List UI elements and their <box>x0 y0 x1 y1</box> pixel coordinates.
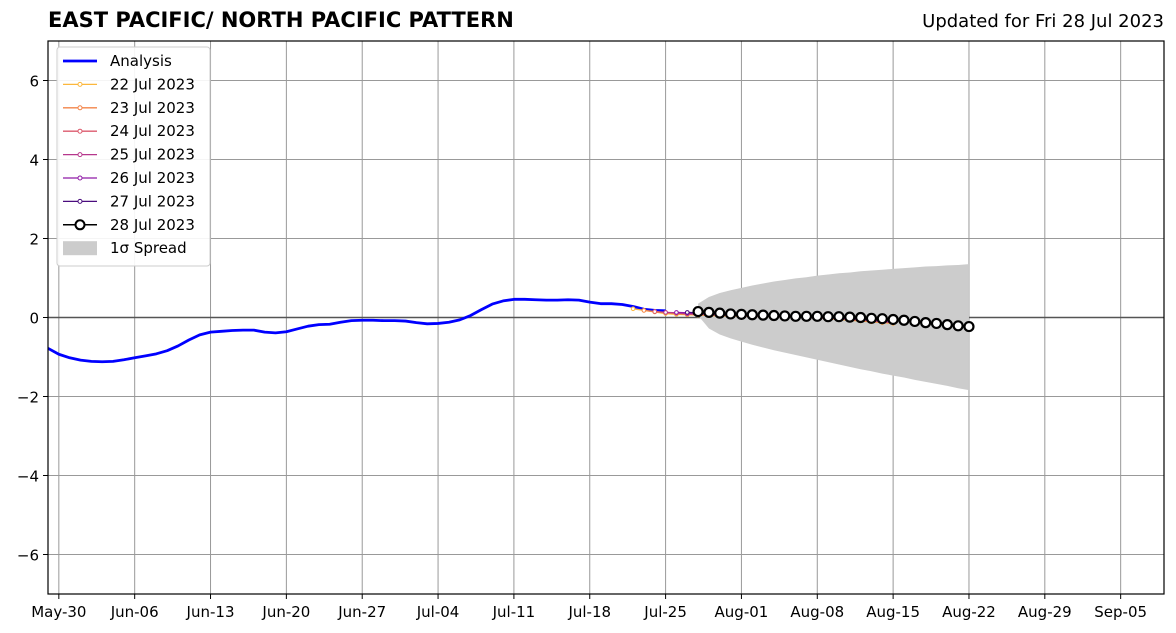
legend-entry: 26 Jul 2023 <box>63 169 195 187</box>
forecast-point <box>725 308 737 320</box>
analysis-series <box>48 297 666 364</box>
forecast-point <box>735 308 748 320</box>
forecast-point <box>811 310 823 322</box>
x-tick-label: Jun-13 <box>186 603 235 621</box>
y-tick-label: 6 <box>29 73 39 91</box>
forecast-point <box>920 317 932 329</box>
legend-label: Analysis <box>110 52 172 70</box>
x-axis-ticks: May-30 Jun-06 Jun-13 Jun-20 Jun-27 Jul-04 Jul-… <box>31 594 1147 621</box>
forecast-point <box>746 309 758 321</box>
forecast-point <box>663 310 668 315</box>
forecast-series <box>630 305 975 333</box>
chart-title: EAST PACIFIC/ NORTH PACIFIC PATTERN <box>48 8 514 32</box>
legend-entry: 25 Jul 2023 <box>63 146 195 164</box>
legend-label: 22 Jul 2023 <box>110 75 195 93</box>
forecast-point <box>674 310 679 315</box>
legend-entry: 28 Jul 2023 <box>63 216 195 234</box>
legend-entry: 23 Jul 2023 <box>63 99 195 117</box>
legend-marker <box>77 128 83 134</box>
legend-label: 1σ Spread <box>110 239 187 257</box>
x-tick-label: Jun-27 <box>337 603 386 621</box>
forecast-point <box>800 310 813 322</box>
forecast-point <box>865 312 878 324</box>
forecast-point <box>844 311 856 323</box>
x-tick-label: Jun-06 <box>110 603 159 621</box>
legend-label: 25 Jul 2023 <box>110 146 195 164</box>
x-tick-label: Jul-18 <box>567 603 611 621</box>
legend-entry: Analysis <box>63 52 172 70</box>
spread-band <box>698 264 969 391</box>
y-tick-label: −2 <box>17 389 39 407</box>
forecast-point <box>714 307 726 319</box>
legend-label: 26 Jul 2023 <box>110 169 195 187</box>
legend-box <box>56 46 211 267</box>
forecast-point <box>630 306 636 312</box>
legend-label: 28 Jul 2023 <box>110 216 195 234</box>
x-tick-label: Jul-04 <box>416 603 460 621</box>
forecast-point <box>855 311 867 324</box>
forecast-point <box>909 315 921 328</box>
legend-marker <box>74 219 86 231</box>
forecast-point <box>898 314 910 326</box>
forecast-point <box>790 310 802 322</box>
x-tick-label: Sep-05 <box>1094 603 1147 621</box>
x-tick-label: Aug-22 <box>942 603 996 621</box>
legend-marker <box>77 198 83 204</box>
forecast-point <box>703 306 715 318</box>
forecast-point <box>941 319 953 331</box>
legend-label: 23 Jul 2023 <box>110 99 195 117</box>
x-tick-label: Aug-08 <box>790 603 844 621</box>
legend-entry: 1σ Spread <box>63 239 187 257</box>
updated-label: Updated for Fri 28 Jul 2023 <box>922 11 1164 32</box>
forecast-point <box>952 320 964 332</box>
x-tick-label: Aug-29 <box>1018 603 1072 621</box>
grid-lines <box>48 41 1164 594</box>
x-tick-label: Jul-11 <box>492 603 536 621</box>
forecast-28-jul-2023 <box>692 305 975 333</box>
legend-entry: 22 Jul 2023 <box>63 75 195 93</box>
spread-area <box>698 264 969 391</box>
legend-marker <box>77 175 83 181</box>
legend-entry: 24 Jul 2023 <box>63 122 195 140</box>
legend-marker <box>77 152 83 158</box>
forecast-point <box>684 310 690 315</box>
forecast-point <box>641 308 647 313</box>
x-tick-label: Aug-01 <box>715 603 769 621</box>
forecast-point <box>930 317 943 330</box>
x-tick-label: Jul-25 <box>643 603 687 621</box>
analysis-line <box>48 297 666 364</box>
legend-marker <box>77 81 83 87</box>
forecast-point <box>757 309 769 321</box>
y-tick-label: 4 <box>29 152 39 170</box>
legend-label: 24 Jul 2023 <box>110 122 195 140</box>
legend-label: 27 Jul 2023 <box>110 192 195 210</box>
y-tick-label: −6 <box>17 547 39 565</box>
y-axis-ticks: −6 −4 −2 0 2 4 6 <box>17 73 48 565</box>
x-tick-label: Aug-15 <box>866 603 920 621</box>
y-tick-label: 2 <box>29 231 39 249</box>
x-tick-label: May-30 <box>31 603 86 621</box>
legend-entry: 27 Jul 2023 <box>63 192 195 210</box>
forecast-point <box>887 313 899 326</box>
legend: Analysis 22 Jul 2023 23 Jul 2023 24 Jul 202… <box>56 46 211 267</box>
forecast-point <box>963 320 975 333</box>
legend-marker <box>77 105 83 111</box>
forecast-point <box>822 311 834 323</box>
forecast-point <box>833 311 845 323</box>
legend-swatch <box>63 241 97 256</box>
forecast-point <box>876 313 888 325</box>
y-tick-label: 0 <box>29 310 39 328</box>
forecast-point <box>779 310 791 322</box>
forecast-point <box>692 305 704 318</box>
x-tick-label: Jun-20 <box>261 603 310 621</box>
y-tick-label: −4 <box>17 468 39 486</box>
forecast-point <box>652 309 658 314</box>
forecast-point <box>768 309 780 322</box>
